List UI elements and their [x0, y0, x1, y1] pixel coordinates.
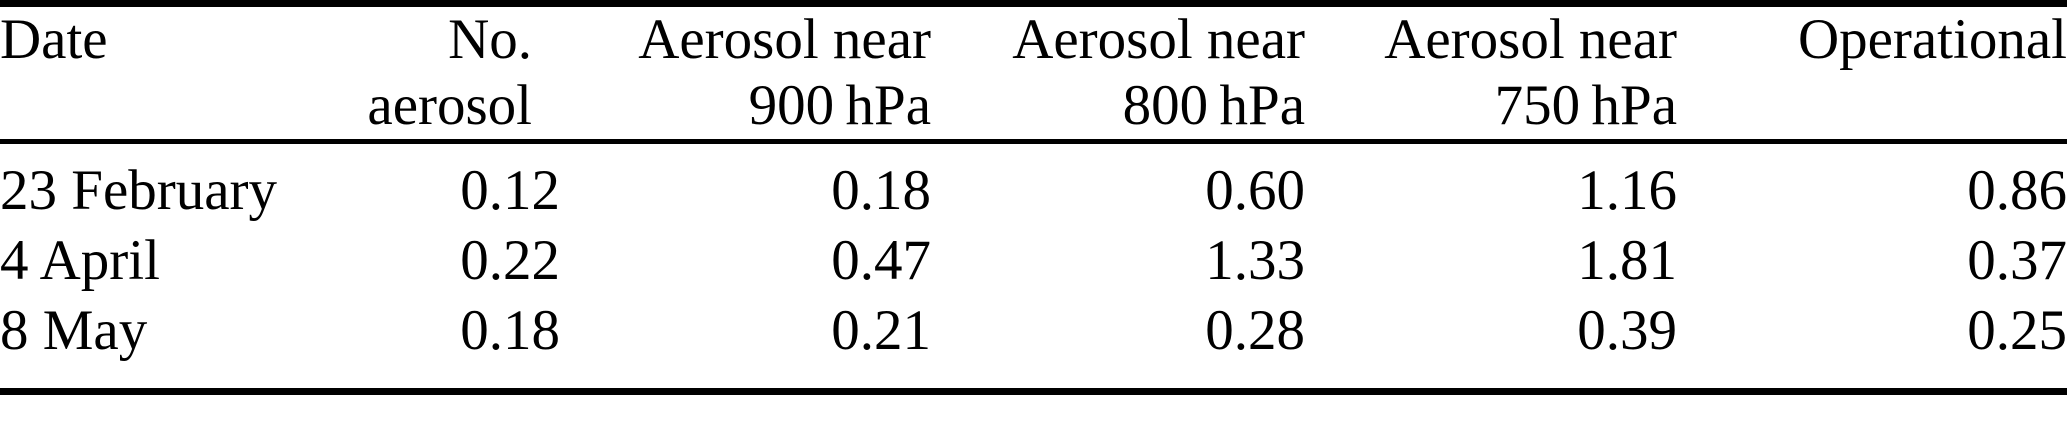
column-header-no-aerosol: No. aerosol [300, 3, 560, 144]
table-row: 8 May 0.18 0.21 0.28 0.39 0.25 [0, 296, 2067, 392]
value-cell: 0.86 [1967, 159, 2067, 222]
header-line [1677, 73, 2067, 139]
header-line: Aerosol near [638, 8, 931, 71]
value-cell: 0.37 [1967, 229, 2067, 292]
value-cell: 0.18 [460, 299, 560, 362]
value-cell: 0.47 [831, 229, 931, 292]
value-cell: 1.16 [1577, 159, 1677, 222]
column-header-operational: Operational [1677, 3, 2067, 144]
header-row: Date No. aerosol Aerosol near 900 hPa Ae… [0, 3, 2067, 144]
column-header-aerosol-800: Aerosol near 800 hPa [931, 3, 1305, 144]
table-row: 4 April 0.22 0.47 1.33 1.81 0.37 [0, 226, 2067, 296]
table-body: 23 February 0.12 0.18 0.60 1.16 0.86 4 A… [0, 142, 2067, 392]
column-header-aerosol-750: Aerosol near 750 hPa [1305, 3, 1677, 144]
value-cell: 0.22 [460, 229, 560, 292]
value-cell: 0.60 [1205, 159, 1305, 222]
value-cell: 0.39 [1577, 299, 1677, 362]
table-header: Date No. aerosol Aerosol near 900 hPa Ae… [0, 3, 2067, 144]
header-line [0, 73, 300, 139]
date-cell: 23 February [0, 159, 278, 222]
date-cell: 4 April [0, 229, 160, 292]
value-cell: 0.18 [831, 159, 931, 222]
value-cell: 0.21 [831, 299, 931, 362]
header-line: No. [448, 8, 532, 71]
header-line: Date [0, 8, 108, 71]
column-header-date: Date [0, 3, 300, 144]
value-cell: 1.33 [1205, 229, 1305, 292]
header-line: 750 hPa [1494, 74, 1677, 137]
aerosol-results-table: Date No. aerosol Aerosol near 900 hPa Ae… [0, 0, 2067, 395]
date-cell: 8 May [0, 299, 148, 362]
value-cell: 0.12 [460, 159, 560, 222]
value-cell: 0.25 [1967, 299, 2067, 362]
header-line: 900 hPa [748, 74, 931, 137]
header-line: 800 hPa [1122, 74, 1305, 137]
value-cell: 0.28 [1205, 299, 1305, 362]
column-header-aerosol-900: Aerosol near 900 hPa [560, 3, 931, 144]
header-line: aerosol [367, 74, 532, 137]
header-line: Aerosol near [1012, 8, 1305, 71]
header-line: Aerosol near [1384, 8, 1677, 71]
header-line: Operational [1797, 8, 2067, 71]
table-row: 23 February 0.12 0.18 0.60 1.16 0.86 [0, 142, 2067, 227]
value-cell: 1.81 [1577, 229, 1677, 292]
